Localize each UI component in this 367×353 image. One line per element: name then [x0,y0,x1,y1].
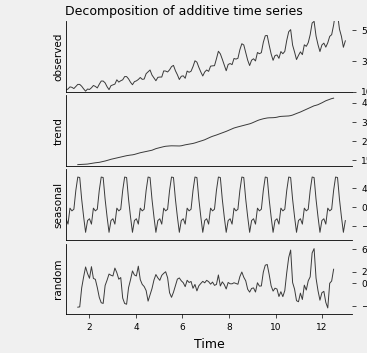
Y-axis label: observed: observed [53,32,63,81]
Y-axis label: random: random [53,259,63,299]
Text: Decomposition of additive time series: Decomposition of additive time series [65,5,302,18]
Y-axis label: seasonal: seasonal [53,182,63,228]
Y-axis label: trend: trend [53,117,63,144]
X-axis label: Time: Time [194,338,225,351]
